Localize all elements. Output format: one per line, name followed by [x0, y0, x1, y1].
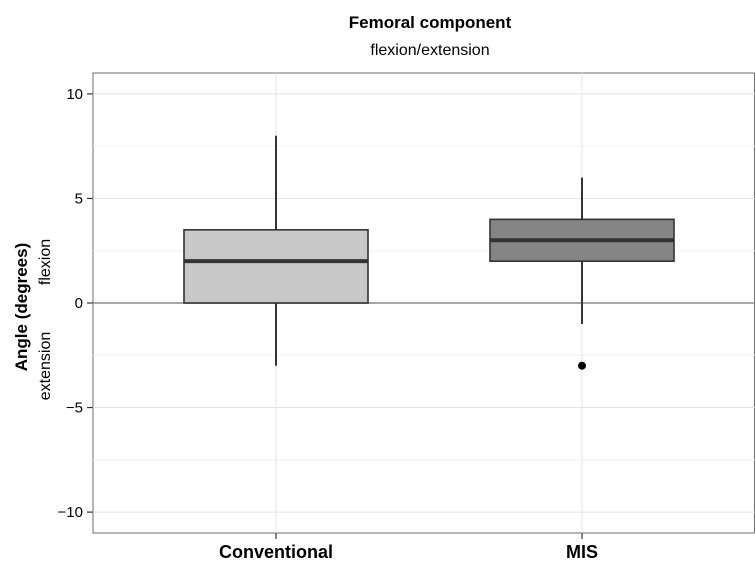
plot-area: 10 5 0 −5 −10 Conventional MIS — [58, 72, 755, 562]
y-axis-label: Angle (degrees) — [12, 243, 31, 371]
y-axis-label-flexion: flexion — [37, 239, 54, 285]
mis-outlier-point — [578, 361, 586, 370]
chart-subtitle: flexion/extension — [370, 42, 489, 59]
y-tick-label: −5 — [66, 400, 83, 417]
x-tick-label-mis: MIS — [566, 542, 598, 562]
x-tick-label-conventional: Conventional — [219, 542, 333, 562]
y-tick-label: −10 — [58, 504, 83, 521]
chart-title: Femoral component — [349, 13, 512, 32]
y-tick-label: 0 — [75, 295, 83, 312]
conventional-box — [183, 229, 369, 304]
y-tick-label: 10 — [66, 86, 83, 103]
y-axis-label-group: Angle (degrees) flexion extension — [12, 239, 54, 400]
y-tick-label: 5 — [75, 190, 83, 207]
y-axis-label-extension: extension — [37, 332, 54, 401]
